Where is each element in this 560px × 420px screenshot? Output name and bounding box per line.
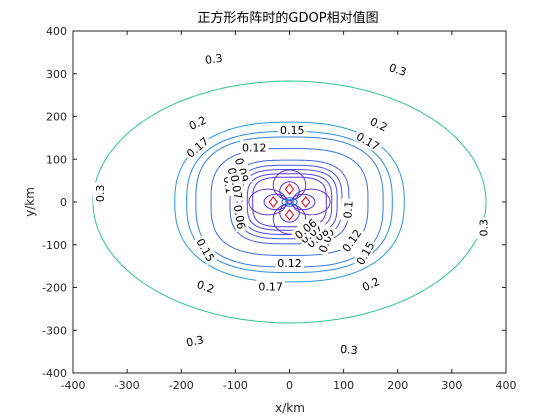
- contour-line: [92, 80, 487, 324]
- contour-label-text: 0.3: [94, 185, 107, 203]
- x-tick-label: 100: [333, 379, 354, 392]
- contour-label: 0.17: [256, 279, 285, 294]
- contour-label: 0.17: [182, 132, 213, 162]
- x-axis-label: x/km: [275, 401, 305, 415]
- contour-label-text: 0.07: [227, 174, 244, 200]
- y-tick-label: -200: [42, 282, 67, 295]
- y-tick-label: 200: [46, 111, 67, 124]
- contour-label: 0.2: [184, 111, 210, 133]
- y-tick-label: 0: [60, 196, 67, 209]
- y-tick-label: -400: [42, 367, 67, 380]
- contour-label: 0.12: [275, 256, 304, 270]
- contour-label-text: 0.3: [387, 61, 408, 79]
- contour-label: 0.2: [357, 273, 384, 295]
- plot-area: 0.30.30.30.30.30.30.2 0.20.2 0.20.17 0.170.…: [92, 50, 490, 357]
- contour-label: 0.3: [93, 182, 107, 205]
- x-tick-label: 400: [496, 379, 517, 392]
- contour-label-text: 0.3: [185, 333, 205, 349]
- station-marker: [268, 196, 279, 208]
- contour-label-text: 0.2: [195, 278, 216, 296]
- contour-label: 0.06: [231, 201, 250, 233]
- y-axis-label: y/km: [23, 187, 37, 217]
- x-tick-label: 0: [286, 379, 293, 392]
- contour-label: 0.3: [476, 216, 490, 239]
- contour-lobe: [291, 188, 331, 216]
- contour-label: 0.15: [278, 123, 307, 137]
- y-tick-label: 100: [46, 153, 67, 166]
- y-tick-label: 300: [46, 68, 67, 81]
- contour-line: [195, 136, 384, 268]
- contour-line: [174, 121, 405, 283]
- chart-title: 正方形布阵时的GDOP相对值图: [197, 10, 378, 26]
- contour-label-text: 0.12: [277, 257, 302, 270]
- contour-label: 0.3: [182, 331, 207, 350]
- contour-lobe: [281, 197, 298, 207]
- x-tick-label: 200: [387, 379, 408, 392]
- contour-lobe: [263, 193, 289, 211]
- contour-label: 0.15: [193, 234, 219, 266]
- contour-label: 0.3: [337, 341, 361, 357]
- contour-lobe: [279, 181, 300, 202]
- y-tick-label: -300: [42, 324, 67, 337]
- contour-label-text: 0.3: [340, 343, 359, 357]
- x-tick-label: -300: [115, 379, 140, 392]
- contour-label: 0.3: [385, 59, 411, 79]
- x-tick-label: -100: [223, 379, 248, 392]
- contour-label-text: 0.06: [231, 204, 248, 230]
- contour-lobe: [279, 202, 300, 223]
- y-tick-label: -100: [42, 239, 67, 252]
- contour-lobe: [284, 198, 295, 206]
- ticks: -400 -300 -200 -100 0 100 200 300 400 -400 -300 -20…: [42, 25, 516, 392]
- contour-lobe: [248, 188, 288, 216]
- contour-label: 0.2: [366, 113, 392, 135]
- contour-label: 0.2: [193, 276, 219, 296]
- contour-label: 0.12: [240, 140, 269, 154]
- contour-line: [210, 148, 369, 256]
- x-tick-label: -400: [61, 379, 86, 392]
- contour-label-text: 0.3: [477, 219, 490, 237]
- contour-label: 0.1: [340, 198, 356, 222]
- station-marker: [300, 196, 311, 208]
- contour-label-text: 0.3: [204, 52, 223, 67]
- contour-lobe: [290, 193, 316, 211]
- x-tick-label: 300: [441, 379, 462, 392]
- contour-label-text: 0.15: [280, 124, 305, 137]
- y-tick-label: 400: [46, 25, 67, 38]
- contour-line: [186, 131, 393, 273]
- station-marker: [284, 208, 295, 221]
- contour-label: 0.3: [201, 50, 226, 67]
- contour-label: 0.17: [352, 128, 384, 154]
- axes-box: [72, 30, 507, 374]
- contour-label-text: 0.17: [258, 281, 283, 294]
- contour-label-text: 0.1: [341, 200, 355, 219]
- x-tick-label: -200: [169, 379, 194, 392]
- contour-label-text: 0.12: [242, 141, 266, 154]
- station-marker: [284, 183, 295, 196]
- contour-label: 0.07: [227, 171, 246, 203]
